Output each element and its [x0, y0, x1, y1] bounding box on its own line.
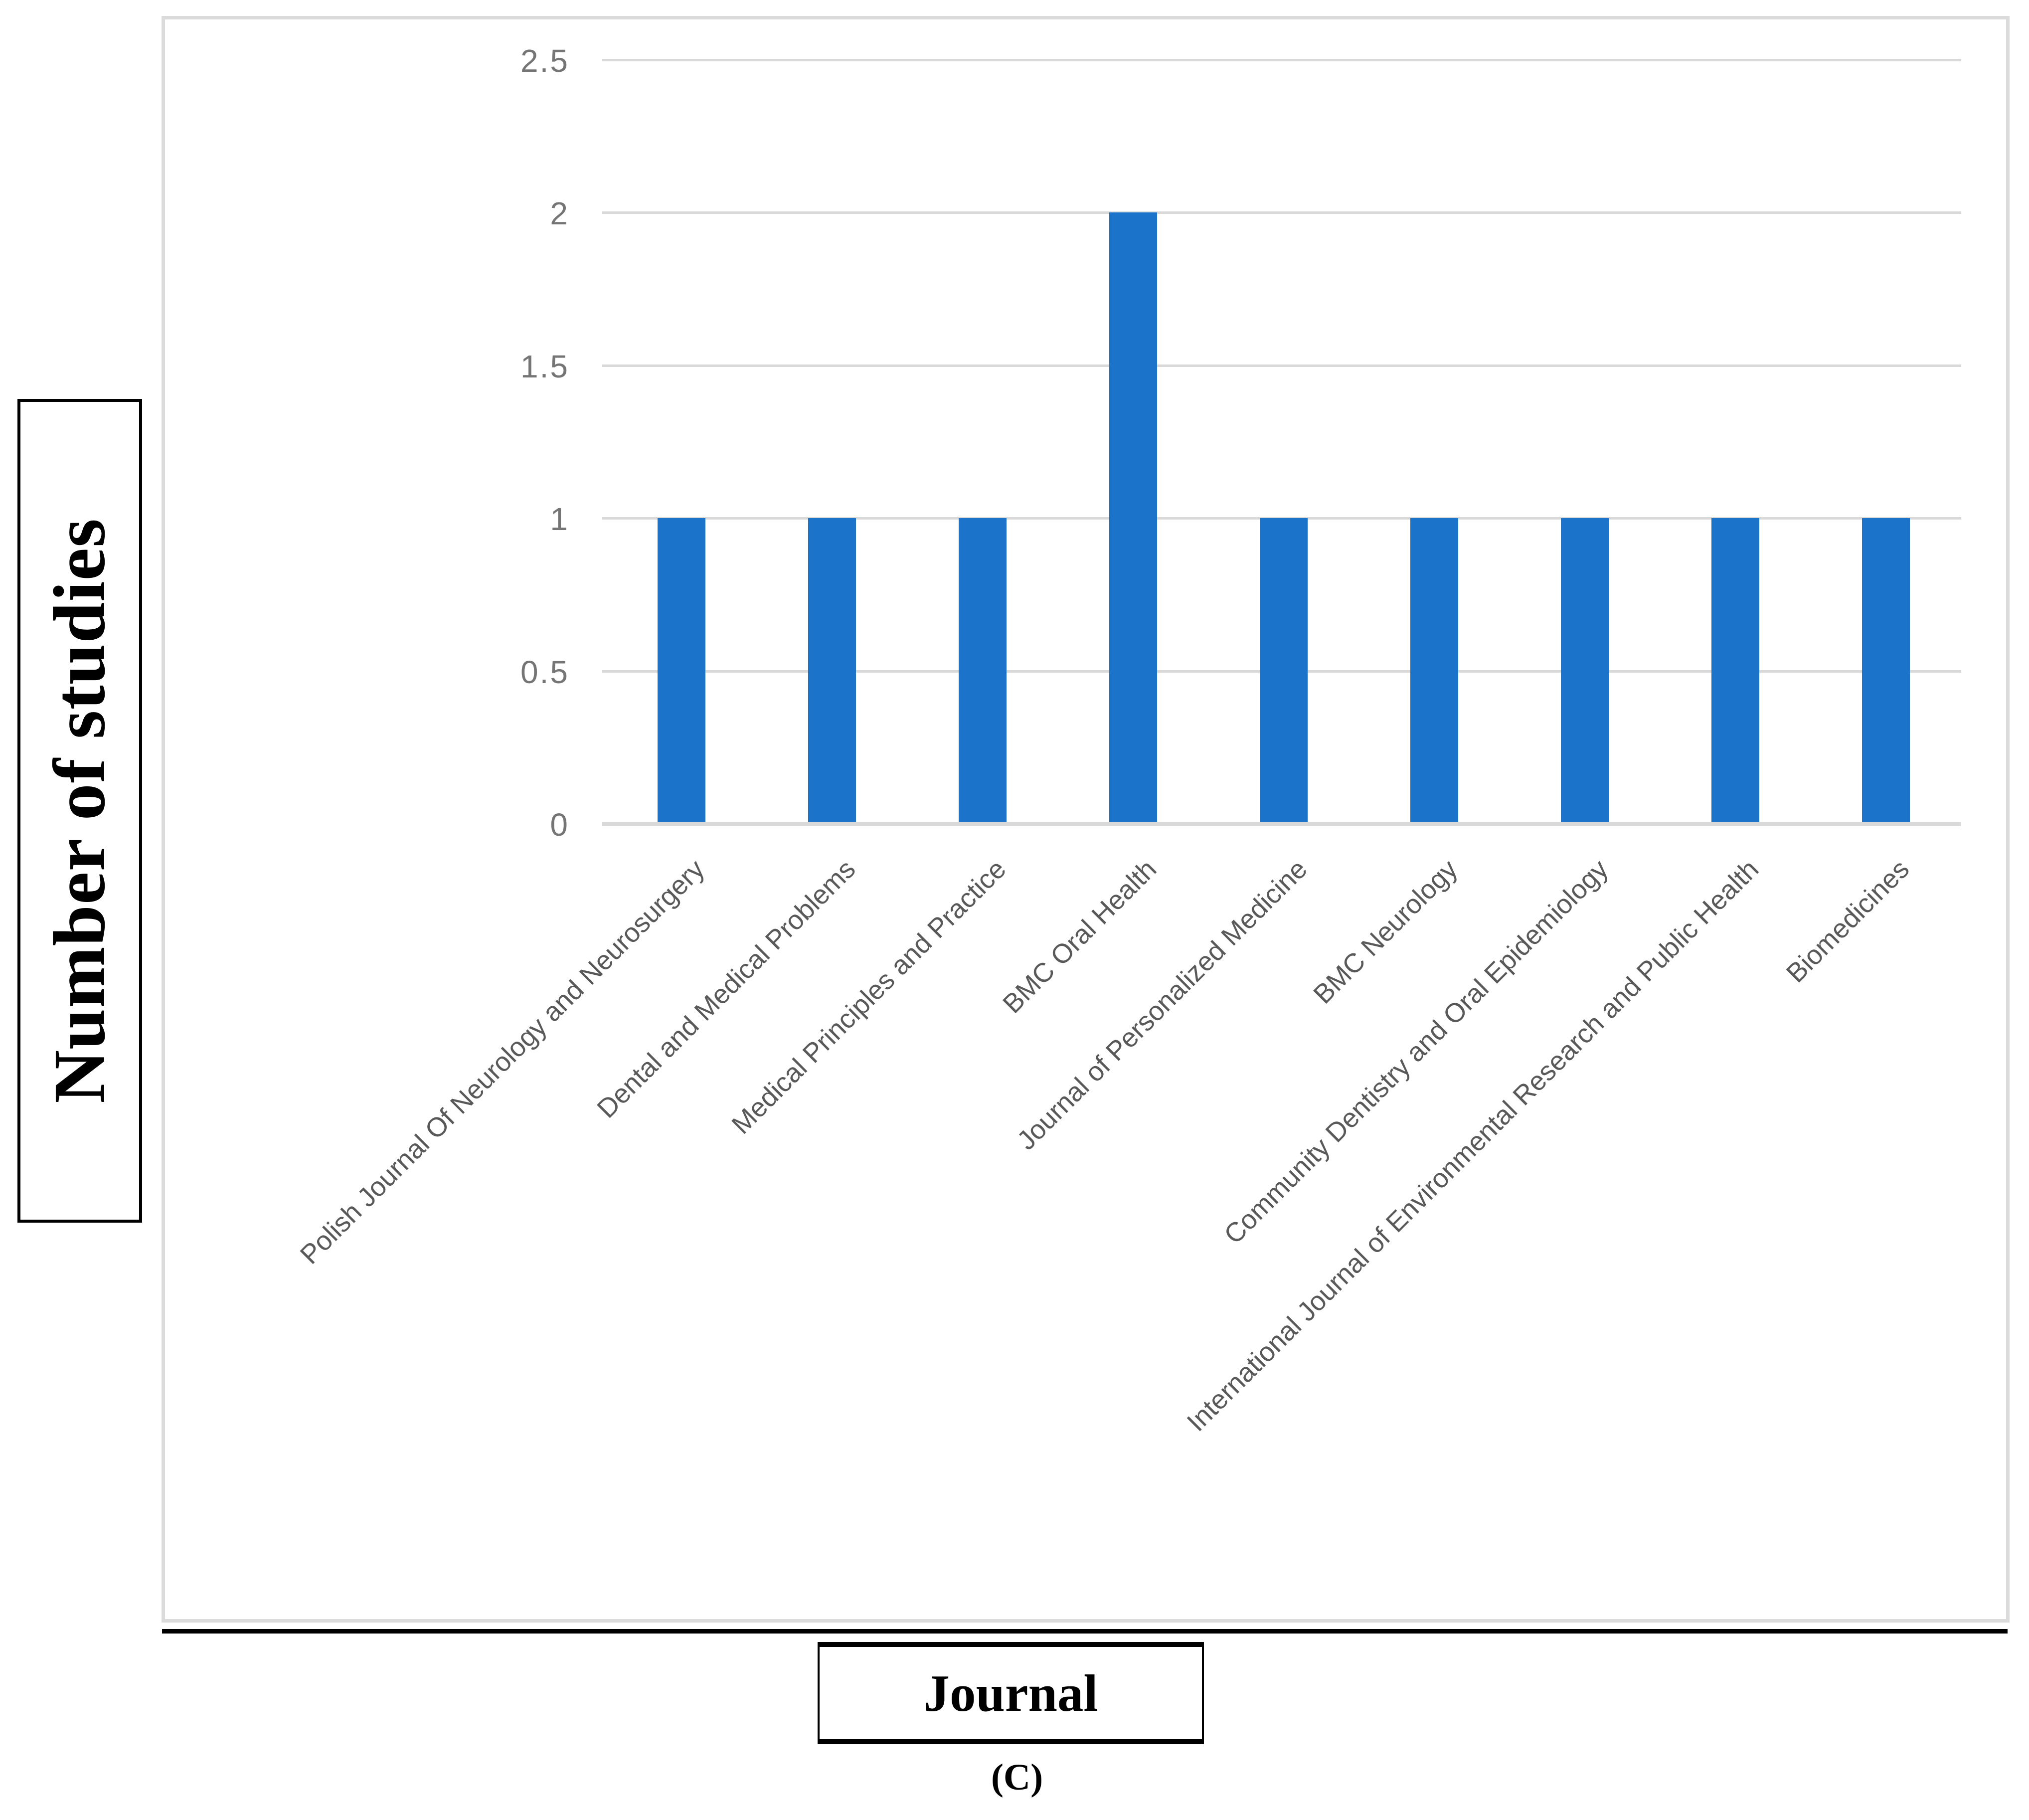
y-tick-label: 2.5: [520, 42, 569, 79]
bar: [1410, 518, 1458, 825]
x-axis-title-box: Journal: [818, 1642, 1204, 1744]
gridline: [602, 364, 1961, 367]
bar: [808, 518, 856, 825]
bar: [1260, 518, 1308, 825]
gridline: [602, 211, 1961, 214]
y-tick-label: 0.5: [520, 654, 569, 690]
bar: [1862, 518, 1910, 825]
x-axis-title: Journal: [923, 1664, 1098, 1722]
y-tick-label: 0: [550, 807, 569, 843]
bar: [658, 518, 705, 825]
y-tick-label: 1: [550, 501, 569, 537]
bar: [1561, 518, 1609, 825]
y-axis-title: Number of studies: [39, 518, 121, 1103]
figure-caption: (C): [991, 1757, 1043, 1798]
y-tick-label: 1.5: [520, 348, 569, 384]
axis-divider-line: [162, 1629, 2008, 1634]
gridline: [602, 58, 1961, 61]
bar: [1711, 518, 1759, 825]
y-axis-title-box: Number of studies: [17, 399, 142, 1223]
bar: [959, 518, 1007, 825]
y-tick-label: 2: [550, 195, 569, 231]
chart-area: [162, 16, 2010, 1623]
x-axis-line: [602, 822, 1961, 826]
bar: [1109, 212, 1157, 825]
